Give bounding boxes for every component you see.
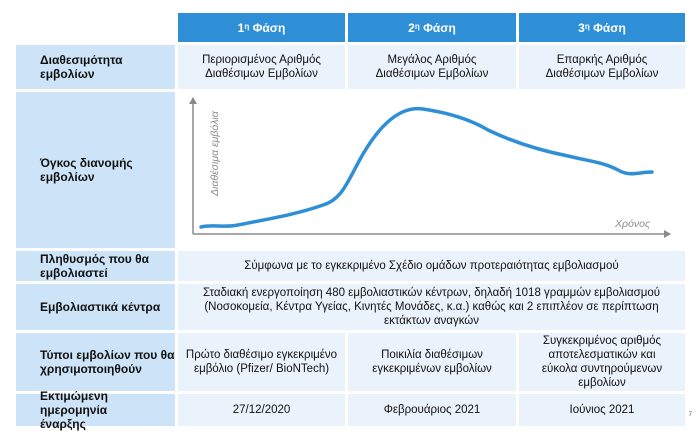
population-label-line-2: εμβολιαστεί [40, 266, 108, 280]
population-label: Πληθυσμός που θα εμβολιαστεί [16, 251, 175, 281]
centers-value-line-2: (Νοσοκομεία, Κέντρα Υγείας, Κινητές Μονά… [204, 301, 659, 313]
availability-phase-1: Περιορισμένος Αριθμός Διαθέσιμων Εμβολίω… [178, 45, 345, 89]
phase-2-ordinal: η [414, 22, 420, 31]
types-phase-2: Ποικιλία διαθέσιμων εγκεκριμένων εμβολίω… [348, 333, 516, 391]
start-phase-1: 27/12/2020 [178, 394, 345, 426]
y-axis-label: Διαθέσιμα εμβόλια [209, 110, 221, 197]
types-phase-2-line-1: Ποικιλία διαθέσιμων [381, 349, 483, 361]
phase-1-word: Φάση [252, 20, 286, 35]
availability-label: Διαθεσιμότητα εμβολίων [16, 45, 175, 89]
types-phase-3-line-2: αποτελεσματικών και [548, 349, 656, 361]
start-phase-1-text: 27/12/2020 [232, 404, 291, 416]
types-phase-3-line-1: Συγκεκριμένος αριθμός [542, 335, 662, 347]
start-label: Εκτιμώμενη ημερομηνία έναρξης [16, 389, 175, 431]
types-label-line-2: χρησιμοποιηθούν [40, 362, 142, 376]
volume-label-line-2: εμβολίων [40, 170, 95, 184]
page-number: 7 [688, 412, 692, 418]
availability-phase-2-line-1: Μεγάλος Αριθμός [387, 54, 477, 66]
centers-value: Σταδιακή ενεργοποίηση 480 εμβολιαστικών … [178, 284, 685, 330]
availability-phase-3-line-1: Επαρκής Αριθμός [556, 54, 648, 66]
start-label-line-1: Εκτιμώμενη ημερομηνία [40, 389, 108, 417]
types-phase-1: Πρώτο διαθέσιμο εγκεκριμένο εμβόλιο (Pfi… [178, 333, 345, 391]
volume-graph: Διαθέσιμα εμβόλια Χρόνος [189, 97, 671, 238]
types-phase-2-line-2: εγκεκριμένων εμβολίων [372, 363, 492, 375]
start-phase-3: Ιούνιος 2021 [519, 394, 685, 426]
phase-2-word: Φάση [423, 20, 456, 35]
availability-label-text: Διαθεσιμότητα εμβολίων [40, 53, 123, 81]
availability-phase-3: Επαρκής Αριθμός Διαθέσιμων Εμβολίων [519, 45, 685, 89]
availability-phase-2: Μεγάλος Αριθμός Διαθέσιμων Εμβολίων [348, 45, 516, 89]
phase-1-number: 1 [237, 20, 245, 35]
start-phase-2-text: Φεβρουάριος 2021 [383, 404, 481, 416]
availability-phase-1-line-1: Περιορισμένος Αριθμός [202, 54, 321, 66]
types-phase-1-line-2: εμβόλιο (Pfizer/ BioNTech) [193, 363, 330, 375]
availability-phase-3-line-2: Διαθέσιμων Εμβολίων [545, 68, 659, 80]
population-value-text: Σύμφωνα με το εγκεκριμένο Σχέδιο ομάδων … [244, 260, 619, 272]
phase-1-ordinal: η [244, 22, 250, 31]
phase-3-word: Φάση [593, 20, 626, 35]
volume-graph-area: Διαθέσιμα εμβόλια Χρόνος [178, 92, 685, 248]
start-phase-3-text: Ιούνιος 2021 [569, 404, 635, 416]
availability-phase-2-line-2: Διαθέσιμων Εμβολίων [375, 68, 489, 80]
types-label-line-1: Τύποι εμβολίων που θα [40, 348, 175, 362]
centers-value-line-1: Σταδιακή ενεργοποίηση 480 εμβολιαστικών … [202, 287, 661, 299]
centers-value-line-3: εκτάκτων αναγκών [383, 315, 480, 327]
start-label-line-2: έναρξης [40, 417, 86, 431]
population-value: Σύμφωνα με το εγκεκριμένο Σχέδιο ομάδων … [178, 251, 685, 281]
volume-label-line-1: Όγκος διανομής [40, 156, 133, 170]
phase-3-number: 3 [578, 20, 585, 35]
types-phase-1-line-1: Πρώτο διαθέσιμο εγκεκριμένο [185, 349, 338, 361]
phase-2-number: 2 [408, 20, 415, 35]
population-label-line-1: Πληθυσμός που θα [40, 252, 149, 266]
volume-label: Όγκος διανομής εμβολίων [16, 92, 175, 248]
types-phase-3-line-4: εμβολίων [578, 377, 626, 389]
start-phase-2: Φεβρουάριος 2021 [348, 394, 516, 426]
types-label: Τύποι εμβολίων που θα χρησιμοποιηθούν [16, 333, 175, 391]
availability-phase-1-line-2: Διαθέσιμων Εμβολίων [205, 68, 318, 80]
centers-label: Εμβολιαστικά κέντρα [16, 284, 175, 330]
types-phase-3: Συγκεκριμένος αριθμός αποτελεσματικών κα… [519, 333, 685, 391]
phase-3-ordinal: η [584, 22, 590, 31]
centers-label-text: Εμβολιαστικά κέντρα [40, 300, 161, 314]
types-phase-3-line-3: εύκολα συντηρούμενων [541, 363, 663, 375]
distribution-curve [199, 106, 654, 229]
x-axis-label: Χρόνος [614, 218, 651, 230]
